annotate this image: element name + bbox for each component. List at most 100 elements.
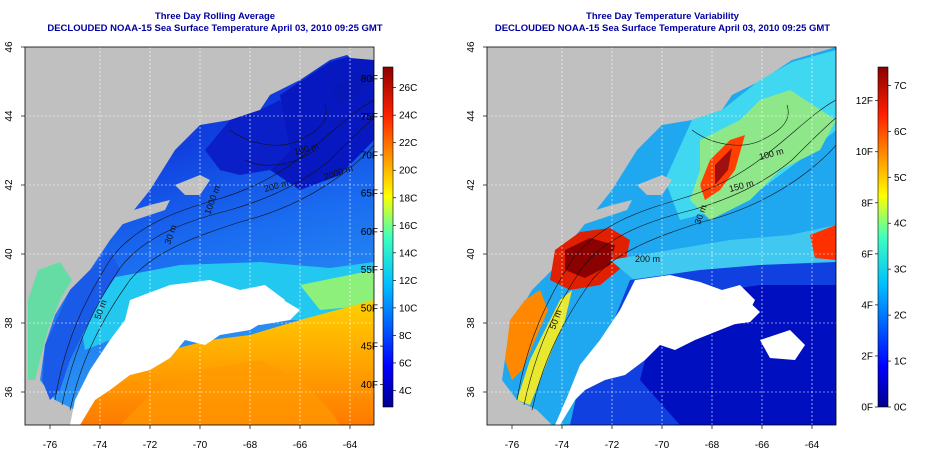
bathymetry-contours [516,99,836,411]
lat-tick-36: 36 [4,386,15,398]
nova-scotia-land [340,47,374,60]
lat-tick-42: 42 [466,179,477,191]
colorbar-fahrenheit-label: 12F [856,96,873,107]
colorbar-fahrenheit-label: 55F [361,265,378,276]
colorbar-celsius-label: 16C [399,221,417,232]
left-colorbar-celsius-ticks: 4C 6C 8C 10C 12C 14C 16C 18C 20C 22C 24C 26C [393,83,417,397]
colorbar-celsius-label: 4C [399,386,412,397]
colorbar-celsius-label: 5C [894,173,907,184]
left-map-subtitle: DECLOUDED NOAA-15 Sea Surface Temperatur… [47,23,383,34]
lat-tick-38: 38 [4,317,15,329]
colorbar-celsius-label: 6C [894,127,907,138]
gulf-of-maine [205,100,300,175]
colorbar-celsius-label: 0C [894,403,907,414]
lat-tick-38: 38 [466,317,477,329]
cloud-mask-2 [230,298,300,325]
left-lon-axis: -76 -74 -72 -70 -68 -66 -64 [43,425,358,451]
left-map-title-line1: Three Day Rolling Average [154,11,276,22]
coastal-green-band [28,262,72,380]
colorbar-celsius-label: 26C [399,83,417,94]
right-colorbar [877,66,889,408]
east-hotspot [810,225,836,260]
colorbar-fahrenheit-label: 10F [856,147,873,158]
colorbar-celsius-label: 7C [894,81,907,92]
colorbar-celsius-label: 22C [399,138,417,149]
lon-tick-66: -66 [755,440,770,451]
colorbar-celsius-label: 18C [399,193,417,204]
lat-tick-44: 44 [4,110,15,122]
lon-tick-76: -76 [43,440,58,451]
colorbar-celsius-label: 20C [399,166,417,177]
coastal-high-variability [505,290,548,380]
long-island-land [547,200,632,235]
colorbar-celsius-label: 4C [894,219,907,230]
left-sst-map-panel: 100 m 200 m 1000 m 2000 m 50 m 30 m -76 … [4,41,417,451]
bathymetry-contours [54,99,374,411]
colorbar-celsius-label: 10C [399,303,417,314]
right-lon-axis: -76 -74 -72 -70 -68 -66 -64 [505,425,820,451]
colorbar-celsius-label: 12C [399,276,417,287]
shelf-variability-green [690,90,836,220]
contour-label-200m: 200 m [635,254,660,264]
lon-tick-76: -76 [505,440,520,451]
right-map-title-line1: Three Day Temperature Variability [586,11,739,22]
colorbar-fahrenheit-label: 40F [361,380,378,391]
colorbar-celsius-label: 14C [399,248,417,259]
left-lat-axis: 36 38 40 42 44 46 [4,41,25,398]
colorbar-fahrenheit-label: 4F [861,300,873,311]
lon-tick-68: -68 [243,440,258,451]
right-map-title: Three Day Temperature Variability DECLOU… [455,11,870,35]
colorbar-fahrenheit-label: 70F [361,150,378,161]
gulf-stream-core [120,360,340,425]
colorbar-fahrenheit-label: 60F [361,227,378,238]
long-island-land [85,200,170,235]
left-colorbar-fahrenheit-ticks: 40F 45F 50F 55F 60F 65F 70F 75F 80F [361,74,383,391]
lon-tick-74: -74 [93,440,108,451]
colorbar-celsius-label: 3C [894,265,907,276]
lat-tick-46: 46 [466,41,477,53]
colorbar-celsius-label: 8C [399,331,412,342]
cloud-mask-3 [760,330,805,360]
colorbar-fahrenheit-label: 6F [861,249,873,260]
cape-cod-land [175,175,210,195]
cloud-mask-2 [700,298,760,326]
lon-tick-72: -72 [143,440,158,451]
lon-tick-70: -70 [655,440,670,451]
lat-tick-36: 36 [466,386,477,398]
colorbar-celsius-label: 2C [894,311,907,322]
shelf-coast-blue [42,250,120,400]
right-map-body: 100 m 150 m 200 m 50 m 30 m [487,47,836,425]
left-map-frame [24,46,375,426]
lat-tick-40: 40 [466,248,477,260]
graticule [487,47,836,425]
lon-tick-72: -72 [605,440,620,451]
right-map-frame [486,46,837,426]
bay-of-fundy-water [330,70,374,105]
left-colorbar [382,66,394,408]
right-colorbar-fahrenheit-ticks: 0F 2F 4F 6F 8F 10F 12F [856,96,878,414]
colorbar-fahrenheit-label: 65F [361,189,378,200]
colorbar-celsius-label: 24C [399,111,417,122]
lat-tick-46: 46 [4,41,15,53]
colorbar-fahrenheit-label: 2F [861,351,873,362]
right-map-subtitle: DECLOUDED NOAA-15 Sea Surface Temperatur… [494,23,831,34]
offshore-green [300,270,374,310]
colorbar-celsius-label: 1C [894,357,907,368]
southern-variability-mix [610,225,836,285]
colorbar-fahrenheit-label: 80F [361,74,378,85]
left-map-title: Three Day Rolling Average DECLOUDED NOAA… [0,11,430,35]
lon-tick-74: -74 [555,440,570,451]
left-map-body: 100 m 200 m 1000 m 2000 m 50 m 30 m [25,47,374,425]
lon-tick-64: -64 [343,440,358,451]
lon-tick-70: -70 [193,440,208,451]
georges-bank-core [715,148,732,185]
right-variability-map-panel: 100 m 150 m 200 m 50 m 30 m -76 -74 -72 … [466,41,907,451]
lon-tick-68: -68 [705,440,720,451]
colorbar-celsius-label: 6C [399,358,412,369]
lat-tick-44: 44 [466,110,477,122]
cape-cod-land [637,175,672,195]
colorbar-fahrenheit-label: 0F [861,403,873,414]
colorbar-fahrenheit-label: 50F [361,303,378,314]
lat-tick-42: 42 [4,179,15,191]
lon-tick-64: -64 [805,440,820,451]
